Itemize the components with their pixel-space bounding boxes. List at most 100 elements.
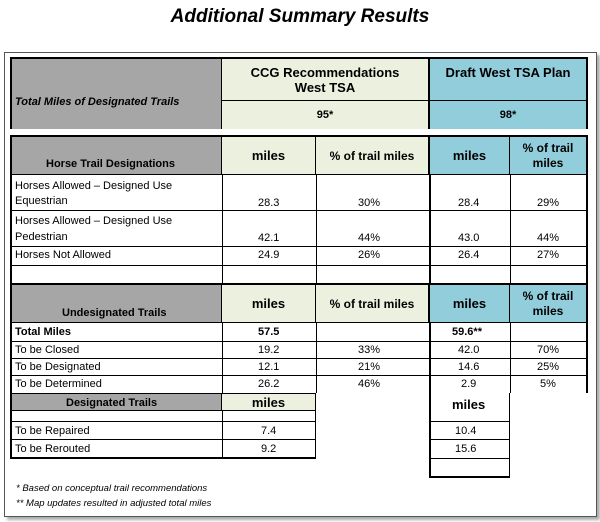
designated-label-cell bbox=[10, 393, 222, 411]
draft-header-title: Draft West TSA Plan bbox=[445, 65, 571, 80]
und-row3-draft-pct: 25% bbox=[537, 361, 560, 373]
des-row-line-2 bbox=[10, 439, 316, 440]
horse-col-pct: % of trail miles bbox=[316, 135, 430, 175]
undesignated-label: Undesignated Trails bbox=[62, 307, 167, 319]
horse-row3-label: Horses Not Allowed bbox=[15, 249, 111, 261]
und-row4-ccg-pct: 46% bbox=[358, 378, 381, 390]
horse-row-line-1 bbox=[10, 210, 588, 211]
horse-col-miles-label: miles bbox=[251, 148, 286, 163]
horse-row2-ccg-miles: 42.1 bbox=[258, 232, 280, 244]
undesignated-label-cell bbox=[10, 283, 222, 323]
horse-row-line-3 bbox=[10, 265, 588, 266]
und-row1-ccg-miles: 57.5 bbox=[258, 326, 280, 338]
des-row-line-1 bbox=[10, 421, 316, 422]
und-row4-draft-miles: 2.9 bbox=[461, 378, 477, 390]
horse-section-label: Horse Trail Designations bbox=[46, 158, 175, 170]
horse-col-miles: miles bbox=[222, 135, 316, 175]
und-row3-label: To be Designated bbox=[15, 361, 101, 373]
horse-row2-label-line2: Pedestrian bbox=[15, 231, 68, 243]
undesignated-col-pct-draft-line1: % of trail bbox=[522, 288, 574, 303]
ccg-header-line2: West TSA bbox=[294, 79, 356, 95]
footnote-2: ** Map updates resulted in adjusted tota… bbox=[16, 498, 212, 509]
total-miles-label-cell bbox=[10, 57, 222, 129]
horse-col-pct-draft-line1: % of trail bbox=[522, 140, 574, 155]
horse-divider-4 bbox=[510, 175, 511, 265]
und-row-line-2 bbox=[10, 358, 588, 359]
spacer-divider-4 bbox=[510, 265, 511, 283]
und-row3-draft-miles: 14.6 bbox=[458, 361, 480, 373]
und-row1-draft-miles: 59.6** bbox=[452, 326, 482, 338]
und-row4-draft-pct: 5% bbox=[540, 378, 556, 390]
undesignated-col-pct-draft: % of trail miles bbox=[510, 283, 588, 323]
des-row2-label: To be Rerouted bbox=[15, 443, 91, 455]
horse-row2-draft-miles: 43.0 bbox=[458, 232, 480, 244]
ccg-header-line1: CCG Recommendations bbox=[250, 64, 400, 80]
und-row2-draft-pct: 70% bbox=[537, 344, 560, 356]
des-row1-label: To be Repaired bbox=[15, 425, 90, 437]
horse-divider-2 bbox=[316, 175, 317, 265]
undesignated-col-miles-draft: miles bbox=[430, 283, 510, 323]
und-row-line-1 bbox=[10, 341, 588, 342]
horse-row3-draft-pct: 27% bbox=[537, 249, 560, 261]
spacer-divider-2 bbox=[316, 265, 317, 283]
des-row2-draft-miles: 15.6 bbox=[455, 443, 477, 455]
undesignated-col-pct-draft-line2: miles bbox=[532, 303, 564, 318]
horse-row2-label-line1: Horses Allowed – Designed Use bbox=[15, 215, 173, 227]
designated-col-miles-label: miles bbox=[251, 394, 286, 410]
undesignated-col-miles-draft-label: miles bbox=[452, 296, 487, 311]
horse-col-pct-draft: % of trail miles bbox=[510, 135, 588, 175]
horse-col-miles-draft-label: miles bbox=[452, 148, 487, 163]
horse-row1-label-line2: Equestrian bbox=[15, 195, 68, 207]
horse-row2-draft-pct: 44% bbox=[537, 232, 560, 244]
des-row2-ccg-miles: 9.2 bbox=[261, 443, 277, 455]
designated-rows-block bbox=[10, 411, 316, 459]
horse-divider-3 bbox=[429, 175, 431, 265]
des-row1-ccg-miles: 7.4 bbox=[261, 425, 277, 437]
horse-row2-ccg-pct: 44% bbox=[358, 232, 381, 244]
summary-table-frame bbox=[4, 52, 597, 517]
total-miles-label: Total Miles of Designated Trails bbox=[15, 96, 180, 108]
undesignated-col-pct: % of trail miles bbox=[316, 283, 430, 323]
und-row3-ccg-pct: 21% bbox=[358, 361, 381, 373]
und-row2-ccg-pct: 33% bbox=[358, 344, 381, 356]
page-title: Additional Summary Results bbox=[170, 6, 430, 27]
des-divider-1 bbox=[222, 411, 223, 459]
designated-col-miles: miles bbox=[222, 393, 316, 411]
und-row2-ccg-miles: 19.2 bbox=[258, 344, 280, 356]
und-row1-label: Total Miles bbox=[15, 326, 72, 338]
ccg-total-cell: 95* bbox=[222, 101, 430, 129]
horse-row3-draft-miles: 26.4 bbox=[458, 249, 480, 261]
und-row4-ccg-miles: 26.2 bbox=[258, 378, 280, 390]
horse-section-label-cell bbox=[10, 135, 222, 175]
designated-col-miles-draft: miles bbox=[452, 397, 486, 412]
und-row2-label: To be Closed bbox=[15, 344, 80, 356]
horse-col-pct-draft-line2: miles bbox=[532, 155, 564, 170]
horse-row1-label-line1: Horses Allowed – Designed Use bbox=[15, 180, 173, 192]
undesignated-col-miles: miles bbox=[222, 283, 316, 323]
horse-col-pct-label: % of trail miles bbox=[329, 148, 415, 163]
horse-divider-1 bbox=[222, 175, 223, 265]
draft-total-cell: 98* bbox=[430, 101, 588, 129]
ccg-header-cell: CCG Recommendations West TSA bbox=[222, 57, 430, 101]
und-row2-draft-miles: 42.0 bbox=[458, 344, 480, 356]
des-draft-line-3 bbox=[429, 458, 510, 459]
spacer-divider-1 bbox=[222, 265, 223, 283]
designated-label: Designated Trails bbox=[66, 397, 158, 409]
horse-row1-draft-pct: 29% bbox=[537, 197, 560, 209]
horse-row3-ccg-miles: 24.9 bbox=[258, 249, 280, 261]
spacer-divider-3 bbox=[429, 265, 431, 283]
undesignated-col-miles-label: miles bbox=[251, 296, 286, 311]
und-row4-label: To be Determined bbox=[15, 378, 102, 390]
horse-rows-block bbox=[10, 175, 588, 265]
und-row-line-3 bbox=[10, 375, 588, 376]
horse-row1-ccg-miles: 28.3 bbox=[258, 197, 280, 209]
designated-draft-block bbox=[429, 393, 510, 478]
ccg-total-value: 95* bbox=[316, 109, 334, 121]
draft-header-cell: Draft West TSA Plan bbox=[430, 57, 588, 101]
undesignated-col-pct-label: % of trail miles bbox=[329, 296, 415, 311]
draft-total-value: 98* bbox=[499, 109, 517, 121]
horse-col-miles-draft: miles bbox=[430, 135, 510, 175]
footnote-1: * Based on conceptual trail recommendati… bbox=[16, 483, 208, 494]
spacer-row bbox=[10, 265, 588, 283]
des-draft-line-2 bbox=[429, 439, 510, 440]
